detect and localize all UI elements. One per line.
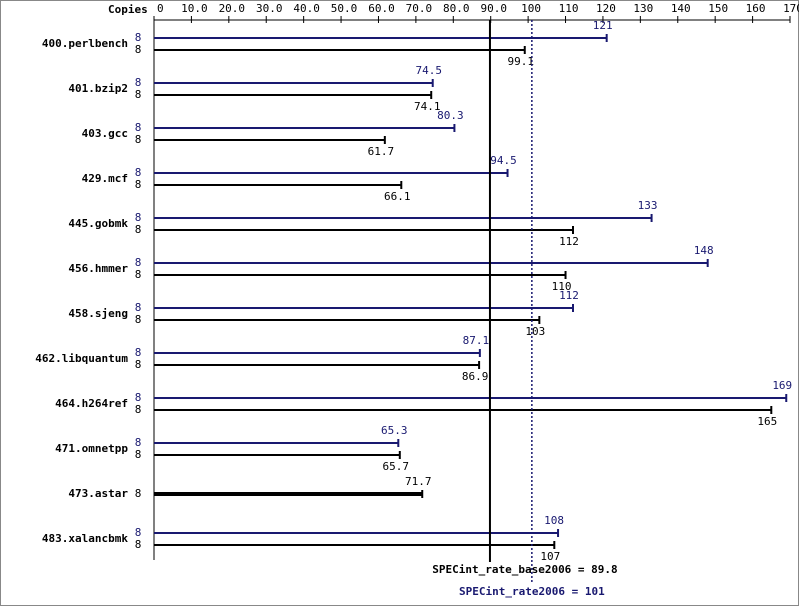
value-label: 121 (593, 19, 613, 32)
value-label: 133 (638, 199, 658, 212)
x-tick-label: 140 (671, 2, 691, 15)
benchmark-label: 403.gcc (82, 127, 128, 140)
x-tick-label: 170 (783, 2, 799, 15)
copies-label: 8 (135, 178, 142, 191)
copies-label: 8 (135, 31, 142, 44)
benchmark-label: 458.sjeng (68, 307, 128, 320)
copies-label: 8 (135, 448, 142, 461)
value-label: 86.9 (462, 370, 489, 383)
value-label: 87.1 (463, 334, 490, 347)
reference-label: SPECint_rate_base2006 = 89.8 (432, 563, 617, 576)
x-tick-label: 120 (596, 2, 616, 15)
value-label: 165 (757, 415, 777, 428)
copies-label: 8 (135, 526, 142, 539)
copies-label: 8 (135, 43, 142, 56)
copies-label: 8 (135, 313, 142, 326)
benchmark-label: 473.astar (68, 487, 128, 500)
copies-label: 8 (135, 88, 142, 101)
copies-label: 8 (135, 211, 142, 224)
value-label: 148 (694, 244, 714, 257)
copies-label: 8 (135, 538, 142, 551)
value-label: 169 (772, 379, 792, 392)
value-label: 99.1 (508, 55, 535, 68)
value-label: 107 (540, 550, 560, 563)
value-label: 94.5 (490, 154, 517, 167)
benchmark-label: 401.bzip2 (68, 82, 128, 95)
benchmark-label: 445.gobmk (68, 217, 128, 230)
copies-label: 8 (135, 301, 142, 314)
value-label: 110 (552, 280, 572, 293)
x-tick-label: 160 (746, 2, 766, 15)
x-tick-label: 90.0 (480, 2, 507, 15)
benchmark-label: 471.omnetpp (55, 442, 128, 455)
x-tick-label: 0 (157, 2, 164, 15)
copies-label: 8 (135, 268, 142, 281)
x-tick-label: 20.0 (219, 2, 246, 15)
value-label: 108 (544, 514, 564, 527)
value-label: 103 (525, 325, 545, 338)
x-tick-label: 10.0 (181, 2, 208, 15)
x-tick-label: 110 (559, 2, 579, 15)
copies-label: 8 (135, 436, 142, 449)
benchmark-label: 483.xalancbmk (42, 532, 128, 545)
benchmark-label: 429.mcf (82, 172, 128, 185)
value-label: 71.7 (405, 475, 432, 488)
value-label: 74.5 (415, 64, 442, 77)
x-tick-label: 130 (633, 2, 653, 15)
x-tick-label: 80.0 (443, 2, 470, 15)
benchmark-label: 456.hmmer (68, 262, 128, 275)
value-label: 61.7 (368, 145, 395, 158)
copies-label: 8 (135, 256, 142, 269)
value-label: 66.1 (384, 190, 411, 203)
benchmark-label: 400.perlbench (42, 37, 128, 50)
x-tick-label: 70.0 (406, 2, 433, 15)
value-label: 112 (559, 289, 579, 302)
x-tick-label: 100 (521, 2, 541, 15)
value-label: 65.3 (381, 424, 408, 437)
benchmark-label: 462.libquantum (35, 352, 128, 365)
benchmark-label: 464.h264ref (55, 397, 128, 410)
copies-label: 8 (135, 391, 142, 404)
copies-label: 8 (135, 346, 142, 359)
value-label: 74.1 (414, 100, 441, 113)
value-label: 80.3 (437, 109, 464, 122)
copies-label: 8 (135, 487, 142, 500)
value-label: 65.7 (383, 460, 410, 473)
value-label: 112 (559, 235, 579, 248)
x-tick-label: 50.0 (331, 2, 358, 15)
copies-header: Copies (108, 3, 148, 16)
copies-label: 8 (135, 121, 142, 134)
x-tick-label: 30.0 (256, 2, 283, 15)
reference-label: SPECint_rate2006 = 101 (459, 585, 605, 598)
x-tick-label: 60.0 (368, 2, 395, 15)
copies-label: 8 (135, 403, 142, 416)
copies-label: 8 (135, 166, 142, 179)
x-tick-label: 150 (708, 2, 728, 15)
copies-label: 8 (135, 358, 142, 371)
copies-label: 8 (135, 76, 142, 89)
copies-label: 8 (135, 133, 142, 146)
x-tick-label: 40.0 (293, 2, 320, 15)
copies-label: 8 (135, 223, 142, 236)
